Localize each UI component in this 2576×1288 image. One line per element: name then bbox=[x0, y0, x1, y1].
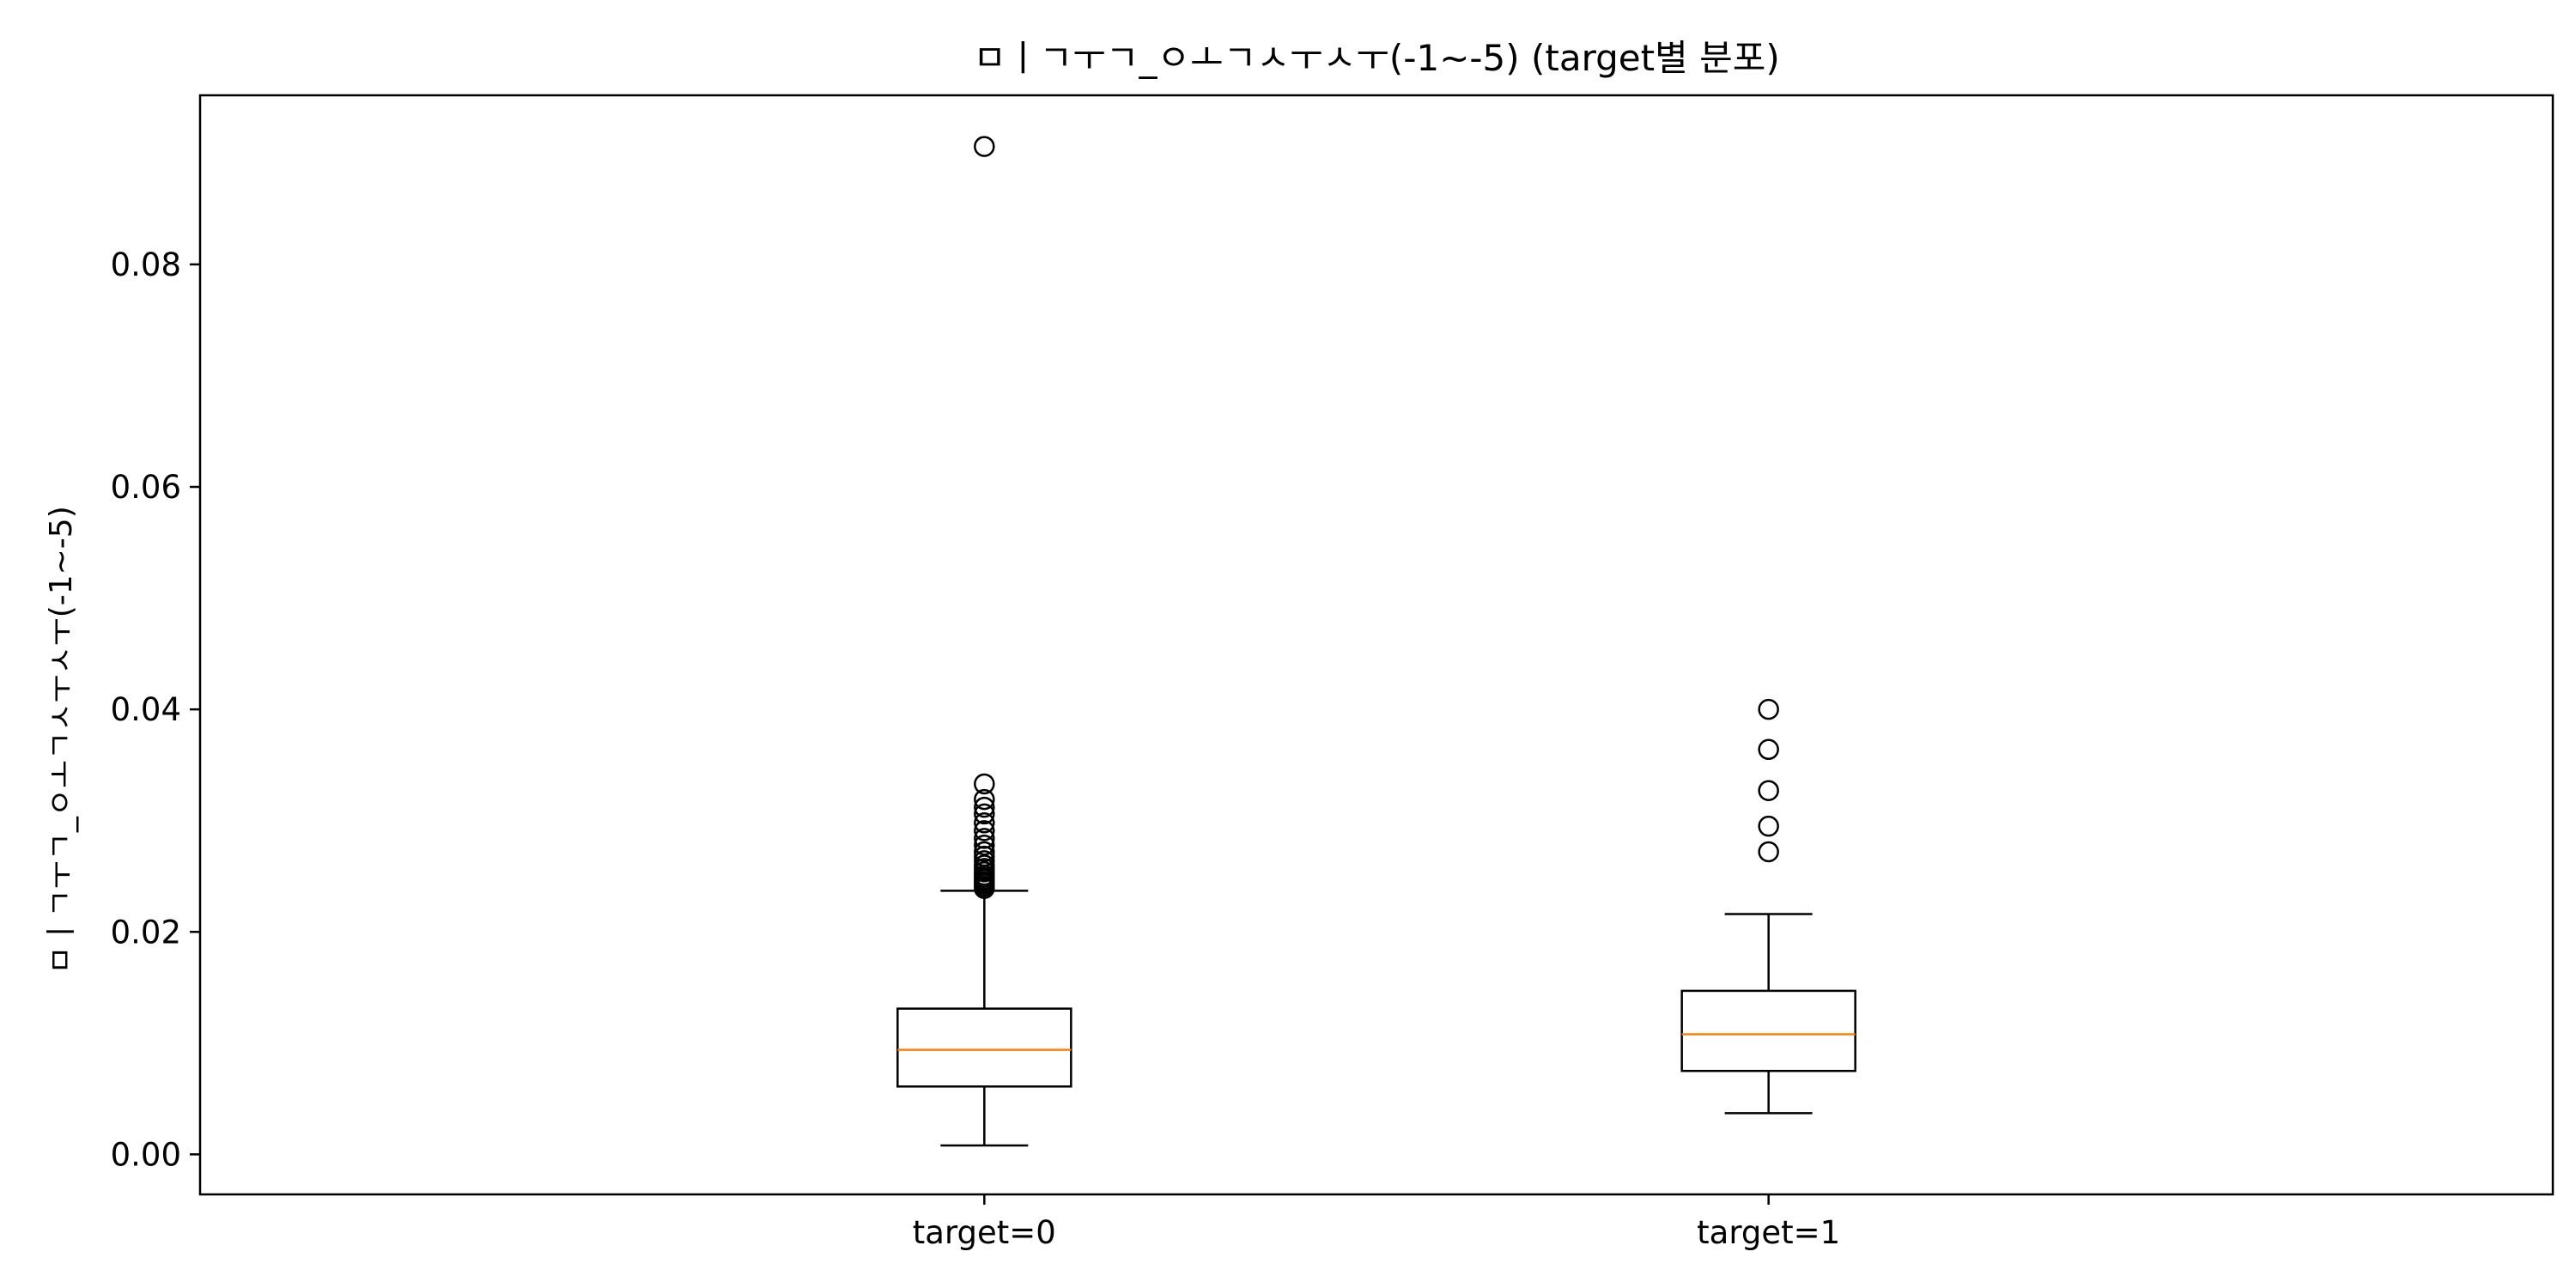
y-tick-label: 0.02 bbox=[111, 914, 181, 951]
outlier-point bbox=[1758, 815, 1779, 837]
iqr-box bbox=[1680, 989, 1856, 1072]
outlier-point bbox=[1758, 738, 1779, 761]
x-tick-label: target=1 bbox=[1697, 1214, 1840, 1251]
outlier-point bbox=[974, 796, 995, 818]
chart-axes: 0.00 0.02 0.04 0.06 0.08 target=0 target=1 bbox=[111, 246, 1841, 1251]
outlier-point bbox=[974, 834, 995, 856]
chart-title: ㅁㅣㄱㅜㄱ_ㅇㅗㄱㅅㅜㅅㅜ(-1~-5) (target별 분포) bbox=[973, 37, 1780, 79]
plot-frame bbox=[198, 94, 2555, 1196]
y-tick-label: 0.08 bbox=[111, 246, 181, 283]
outlier-point bbox=[974, 773, 995, 795]
outlier-point bbox=[1758, 780, 1779, 801]
y-tick-label: 0.00 bbox=[111, 1136, 181, 1173]
outlier-point bbox=[974, 788, 995, 811]
chart-marks bbox=[896, 136, 1856, 1147]
y-tick-label: 0.04 bbox=[111, 691, 181, 728]
outlier-point bbox=[1758, 698, 1779, 720]
y-tick-label: 0.06 bbox=[111, 469, 181, 506]
outlier-point bbox=[974, 828, 995, 849]
x-tick-label: target=0 bbox=[913, 1214, 1056, 1251]
outlier-point bbox=[974, 803, 995, 825]
iqr-box bbox=[896, 1007, 1072, 1088]
outlier-point bbox=[974, 841, 995, 863]
outlier-point bbox=[974, 136, 995, 157]
outlier-point bbox=[974, 820, 995, 841]
outlier-point bbox=[974, 812, 995, 834]
outlier-point bbox=[1758, 841, 1779, 863]
